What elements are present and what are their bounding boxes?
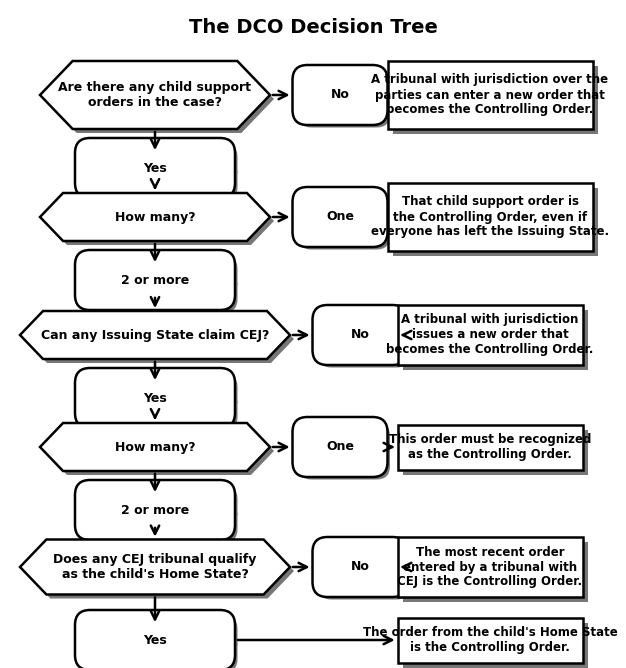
Text: 2 or more: 2 or more [121, 273, 189, 287]
Text: Yes: Yes [143, 162, 167, 174]
Text: No: No [331, 88, 349, 102]
FancyBboxPatch shape [387, 61, 592, 129]
Ellipse shape [318, 553, 410, 589]
Text: How many?: How many? [115, 440, 195, 454]
FancyBboxPatch shape [298, 192, 390, 250]
FancyBboxPatch shape [298, 71, 390, 128]
Text: No: No [351, 560, 369, 574]
FancyBboxPatch shape [75, 138, 235, 198]
FancyBboxPatch shape [298, 422, 390, 480]
Polygon shape [44, 197, 274, 245]
FancyBboxPatch shape [312, 305, 408, 365]
Text: 2 or more: 2 or more [121, 504, 189, 516]
FancyBboxPatch shape [75, 480, 235, 540]
Ellipse shape [298, 203, 390, 239]
FancyBboxPatch shape [393, 66, 597, 134]
Text: The DCO Decision Tree: The DCO Decision Tree [188, 18, 438, 37]
Text: This order must be recognized
as the Controlling Order.: This order must be recognized as the Con… [389, 433, 591, 461]
Ellipse shape [81, 266, 237, 302]
Text: Can any Issuing State claim CEJ?: Can any Issuing State claim CEJ? [41, 329, 269, 341]
Ellipse shape [81, 154, 237, 190]
FancyBboxPatch shape [292, 65, 387, 125]
FancyBboxPatch shape [318, 311, 410, 367]
Polygon shape [24, 544, 294, 599]
Polygon shape [44, 427, 274, 475]
FancyBboxPatch shape [75, 610, 235, 668]
FancyBboxPatch shape [403, 310, 587, 370]
FancyBboxPatch shape [398, 305, 583, 365]
Ellipse shape [81, 384, 237, 420]
FancyBboxPatch shape [393, 188, 597, 256]
FancyBboxPatch shape [318, 542, 410, 599]
Text: Does any CEJ tribunal qualify
as the child's Home State?: Does any CEJ tribunal qualify as the chi… [53, 553, 257, 581]
Polygon shape [40, 423, 270, 471]
FancyBboxPatch shape [81, 615, 237, 668]
Text: Are there any child support
orders in the case?: Are there any child support orders in th… [58, 81, 252, 109]
FancyBboxPatch shape [81, 255, 237, 313]
Polygon shape [20, 311, 290, 359]
Ellipse shape [81, 626, 237, 662]
Text: One: One [326, 210, 354, 224]
Text: A tribunal with jurisdiction
issues a new order that
becomes the Controlling Ord: A tribunal with jurisdiction issues a ne… [386, 313, 593, 357]
FancyBboxPatch shape [75, 368, 235, 428]
Text: No: No [351, 329, 369, 341]
FancyBboxPatch shape [403, 623, 587, 667]
Polygon shape [40, 61, 270, 129]
FancyBboxPatch shape [292, 187, 387, 247]
FancyBboxPatch shape [398, 617, 583, 663]
Ellipse shape [81, 496, 237, 532]
Text: A tribunal with jurisdiction over the
parties can enter a new order that
becomes: A tribunal with jurisdiction over the pa… [371, 73, 608, 116]
FancyBboxPatch shape [398, 424, 583, 470]
Text: How many?: How many? [115, 210, 195, 224]
Text: The order from the child's Home State
is the Controlling Order.: The order from the child's Home State is… [362, 626, 617, 654]
FancyBboxPatch shape [81, 373, 237, 430]
Polygon shape [24, 315, 294, 363]
Text: One: One [326, 440, 354, 454]
FancyBboxPatch shape [387, 183, 592, 251]
Ellipse shape [298, 81, 390, 117]
FancyBboxPatch shape [292, 417, 387, 477]
FancyBboxPatch shape [312, 537, 408, 597]
Polygon shape [40, 193, 270, 241]
Text: Yes: Yes [143, 391, 167, 405]
Polygon shape [20, 540, 290, 595]
FancyBboxPatch shape [403, 542, 587, 602]
Polygon shape [44, 65, 274, 133]
FancyBboxPatch shape [75, 250, 235, 310]
FancyBboxPatch shape [403, 430, 587, 474]
Text: The most recent order
entered by a tribunal with
CEJ is the Controlling Order.: The most recent order entered by a tribu… [398, 546, 583, 589]
Text: That child support order is
the Controlling Order, even if
everyone has left the: That child support order is the Controll… [371, 196, 609, 238]
Ellipse shape [318, 321, 410, 357]
FancyBboxPatch shape [81, 144, 237, 200]
FancyBboxPatch shape [398, 537, 583, 597]
FancyBboxPatch shape [81, 486, 237, 542]
Ellipse shape [298, 433, 390, 469]
Text: Yes: Yes [143, 633, 167, 647]
